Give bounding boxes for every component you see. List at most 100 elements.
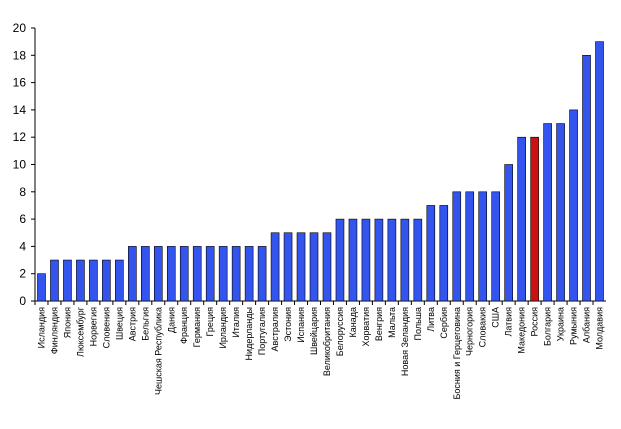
bar	[166, 246, 176, 302]
x-tick-label: Греция	[205, 307, 215, 337]
bar	[205, 246, 215, 302]
y-tick-label: 6	[19, 212, 26, 226]
bar	[387, 218, 397, 302]
x-tick-label: Люксембург	[75, 306, 85, 357]
x-tick-label: Испания	[296, 307, 306, 343]
x-tick-label: Австралия	[270, 307, 280, 352]
x-tick-label: Хорватия	[361, 307, 371, 347]
x-tick-label: Австрия	[127, 307, 137, 341]
bar	[595, 41, 604, 302]
bar	[115, 259, 124, 302]
x-tick-label: Словения	[101, 307, 111, 349]
bar	[361, 218, 371, 302]
bar	[439, 205, 449, 302]
x-tick-label: Канада	[348, 307, 358, 337]
y-tick-label: 12	[13, 130, 27, 144]
bar	[504, 164, 513, 302]
bar	[257, 246, 267, 302]
bar	[153, 246, 163, 302]
bar	[582, 54, 591, 302]
bar	[128, 246, 137, 302]
y-tick-label: 0	[19, 294, 26, 308]
x-tick-label: Латвия	[504, 307, 514, 337]
x-tick-label: Великобритания	[322, 307, 332, 376]
x-tick-label: Белоруссия	[335, 307, 345, 356]
x-tick-label: Албания	[582, 307, 592, 343]
x-tick-label: Венгрия	[374, 307, 384, 341]
x-tick-label: Босния и Герцеговина	[452, 307, 462, 400]
x-tick-label: Франция	[179, 307, 189, 344]
y-tick-label: 16	[13, 76, 27, 90]
bar	[543, 123, 552, 302]
bar	[374, 218, 384, 302]
bar	[400, 218, 410, 302]
x-tick-label: Швеция	[114, 307, 124, 340]
bar	[530, 136, 539, 302]
x-tick-label: США	[491, 307, 501, 328]
x-tick-label: Ирландия	[218, 307, 228, 349]
bar	[491, 191, 500, 302]
x-tick-label: Словакия	[478, 307, 488, 348]
y-tick-label: 10	[13, 158, 27, 172]
x-tick-label: Дания	[166, 307, 176, 333]
x-tick-label: Финляндия	[49, 307, 59, 354]
bar	[569, 109, 578, 302]
bar	[102, 259, 111, 302]
bar	[270, 232, 280, 302]
x-tick-label: Мальта	[387, 307, 397, 338]
bar	[348, 218, 358, 302]
x-tick-label: Германия	[192, 307, 202, 347]
bar	[50, 259, 59, 302]
x-tick-label: Исландия	[36, 307, 46, 348]
x-tick-label: Япония	[62, 307, 72, 338]
bar	[63, 259, 72, 302]
x-tick-label: Норвегия	[88, 307, 98, 347]
x-tick-label: Бельгия	[140, 307, 150, 341]
y-tick-label: 20	[13, 21, 27, 35]
bar	[179, 246, 189, 302]
bar	[478, 191, 488, 302]
bar	[413, 218, 423, 302]
bar	[37, 273, 46, 302]
x-tick-label: Румыния	[569, 307, 579, 345]
bar	[231, 246, 241, 302]
bar	[335, 218, 345, 302]
x-tick-label: Россия	[530, 307, 540, 337]
x-tick-label: Португалия	[257, 307, 267, 355]
bar	[465, 191, 475, 302]
x-tick-label: Польша	[413, 307, 423, 340]
y-tick-label: 14	[13, 103, 27, 117]
x-tick-label: Украина	[556, 307, 566, 341]
bar	[141, 246, 150, 302]
x-tick-label: Болгария	[543, 307, 553, 346]
y-tick-label: 18	[13, 48, 27, 62]
bar	[76, 259, 85, 302]
bar	[309, 232, 319, 302]
bar	[296, 232, 306, 302]
x-tick-label: Македония	[517, 307, 527, 354]
x-tick-label: Молдавия	[595, 307, 605, 350]
x-tick-label: Чешская Республика	[153, 307, 163, 395]
y-tick-label: 4	[19, 239, 26, 253]
bar	[452, 191, 462, 302]
bar	[426, 205, 436, 302]
bar	[517, 136, 526, 302]
x-tick-label: Эстония	[283, 307, 293, 342]
bar	[322, 232, 332, 302]
x-tick-label: Новая Зеландия	[400, 307, 410, 376]
bar	[283, 232, 293, 302]
bar	[556, 123, 565, 302]
x-tick-label: Италия	[231, 307, 241, 338]
x-tick-label: Сербия	[439, 307, 449, 339]
x-tick-label: Литва	[426, 307, 436, 332]
bar	[244, 246, 254, 302]
bar	[89, 259, 98, 302]
bar	[218, 246, 228, 302]
x-tick-label: Швейцария	[309, 307, 319, 355]
y-tick-label: 8	[19, 185, 26, 199]
y-tick-label: 2	[19, 267, 26, 281]
x-tick-label: Нидерланды	[244, 307, 254, 360]
bar	[192, 246, 202, 302]
x-tick-label: Черногория	[465, 307, 475, 356]
